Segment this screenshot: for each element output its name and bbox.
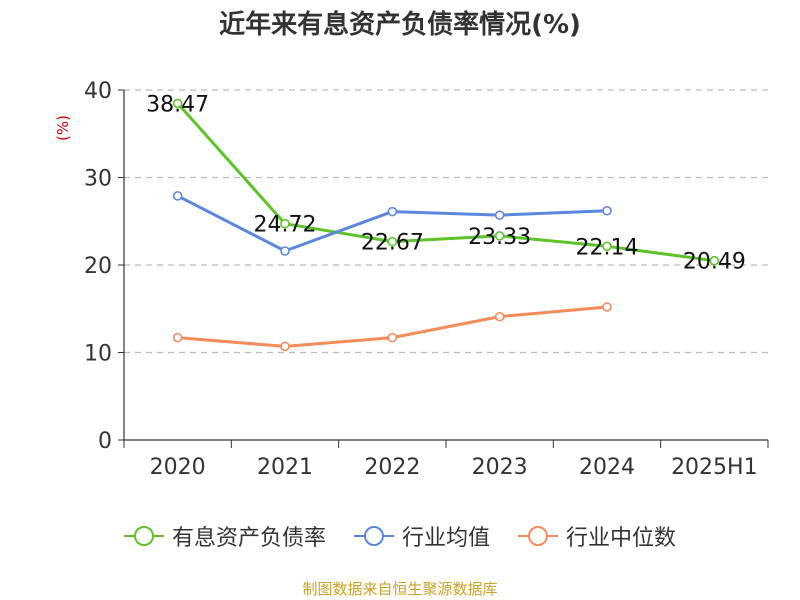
y-tick-label: 30 [84,167,112,192]
y-tick-label: 0 [98,429,112,454]
legend-line-icon [123,526,164,546]
y-tick-label: 20 [84,254,112,279]
y-axis-label: (%) [54,115,72,141]
x-tick-label: 2022 [364,455,420,480]
data-point [280,341,290,352]
legend: 有息资产负债率 行业均值 行业中位数 [0,520,800,552]
data-point [172,332,183,343]
y-tick-label: 40 [84,79,112,104]
x-tick-label: 2023 [472,455,528,480]
legend-item-industry-mean[interactable]: 行业均值 [353,520,490,552]
data-label: 20.49 [683,250,746,275]
data-label: 22.14 [576,235,639,260]
y-tick-label: 10 [84,342,112,367]
data-point [172,191,183,201]
series-line [176,102,715,263]
data-source-note: 制图数据来自恒生聚源数据库 [302,580,498,598]
data-point [494,210,505,220]
series-lines [172,98,720,352]
data-label: 22.67 [361,231,424,256]
legend-line-icon [353,526,394,546]
axes: 0 10 20 30 40 2020 2021 2022 2023 2024 2025H1 [84,79,769,480]
data-point [494,231,505,241]
data-point [709,255,720,266]
legend-line-icon [518,526,558,546]
line-chart: 0 10 20 30 40 2020 2021 2022 2023 2024 2025H1 38.4… [54,79,769,480]
legend-label: 行业均值 [401,526,490,551]
x-tick-label: 2025H1 [671,455,758,480]
data-point [280,218,290,229]
x-tick-label: 2024 [579,455,635,480]
data-point [602,241,612,252]
data-label: 23.33 [468,225,531,250]
chart-title: 近年来有息资产负债率情况(%) [219,10,581,40]
data-point [172,98,183,109]
legend-item-industry-median[interactable]: 行业中位数 [518,520,676,552]
data-point [602,302,612,312]
x-tick-label: 2021 [257,455,313,480]
x-tick-label: 2020 [150,455,206,480]
data-point [387,332,398,343]
data-label: 38.47 [146,92,209,117]
data-point [387,206,398,217]
data-point [280,246,290,256]
grid-lines [124,89,768,354]
data-point [387,236,398,247]
data-point [602,205,612,216]
data-point [494,311,505,322]
data-labels: 38.47 24.72 22.67 23.33 22.14 20.49 [146,92,746,274]
legend-label: 有息资产负债率 [171,526,326,551]
legend-item-company-rate[interactable]: 有息资产负债率 [123,520,326,552]
data-label: 24.72 [254,213,317,238]
legend-label: 行业中位数 [566,526,677,551]
